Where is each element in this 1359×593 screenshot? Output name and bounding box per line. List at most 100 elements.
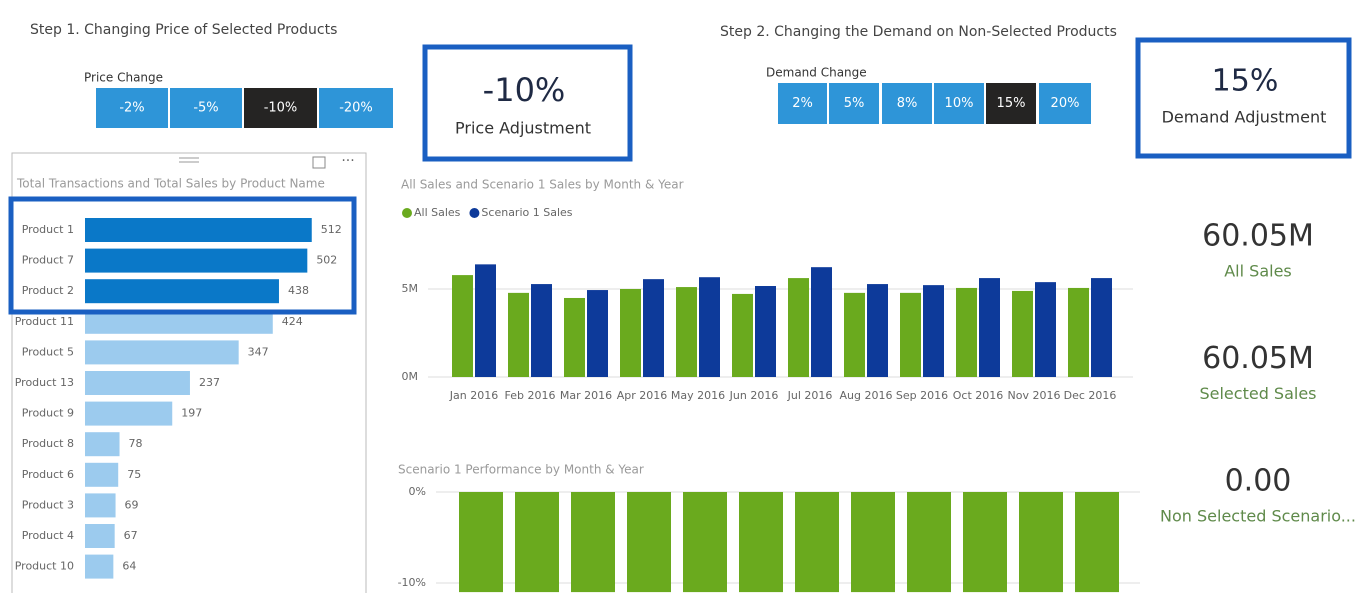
value-label: 512 <box>321 223 342 236</box>
bar <box>979 278 1000 377</box>
slicer-button[interactable] <box>96 88 168 128</box>
bar <box>1012 290 1033 377</box>
value-label: 424 <box>282 315 303 328</box>
bar <box>475 264 496 377</box>
slicer-label: Price Change <box>84 71 163 85</box>
y-tick-label: Product 1 <box>22 223 74 236</box>
bar <box>571 492 615 593</box>
chart-title: Scenario 1 Performance by Month & Year <box>398 463 644 477</box>
slicer-button[interactable] <box>934 83 984 124</box>
card-frame <box>422 44 633 162</box>
x-tick-label: Mar 2016 <box>560 389 612 402</box>
bar <box>1035 282 1056 377</box>
slicer-button[interactable] <box>319 88 393 128</box>
bar <box>531 284 552 377</box>
slicer-option[interactable]: 20% <box>1051 96 1080 111</box>
chart-title: Total Transactions and Total Sales by Pr… <box>16 177 325 191</box>
card-label: Price Adjustment <box>455 119 591 138</box>
bar <box>85 401 173 426</box>
slicer-button[interactable] <box>829 83 879 124</box>
legend-label: All Sales <box>414 206 461 219</box>
bar <box>739 492 783 593</box>
bar <box>85 462 119 487</box>
kpi-value: 0.00 <box>1225 464 1292 499</box>
x-tick-label: Dec 2016 <box>1064 389 1117 402</box>
slicer-option[interactable]: 2% <box>792 96 813 111</box>
x-tick-label: Feb 2016 <box>505 389 556 402</box>
bar <box>85 371 190 395</box>
value-label: 237 <box>199 376 220 389</box>
slicer-button[interactable] <box>882 83 932 124</box>
x-tick-label: Jun 2016 <box>729 389 779 402</box>
bar <box>811 267 832 377</box>
bar <box>900 292 921 377</box>
focus-icon[interactable] <box>312 156 326 169</box>
legend-marker <box>402 208 412 218</box>
bar <box>956 287 977 377</box>
slicer-option[interactable]: -20% <box>339 101 373 116</box>
y-tick-label: Product 3 <box>22 498 74 511</box>
x-tick-label: Sep 2016 <box>896 389 948 402</box>
bar <box>1019 492 1063 593</box>
bar <box>755 286 776 377</box>
y-tick-label: Product 10 <box>15 560 74 573</box>
slicer-button[interactable] <box>244 88 317 128</box>
y-tick-label: 0% <box>409 485 426 498</box>
value-label: 197 <box>181 407 202 420</box>
bar <box>85 340 239 365</box>
bar <box>851 492 895 593</box>
x-tick-label: Aug 2016 <box>840 389 893 402</box>
slicer-option[interactable]: 5% <box>844 96 865 111</box>
slicer-option[interactable]: 10% <box>945 96 974 111</box>
value-label: 64 <box>122 560 136 573</box>
y-tick-label: 5M <box>402 282 419 295</box>
slicer-option[interactable]: 15% <box>997 96 1026 111</box>
bar <box>844 292 865 377</box>
bar <box>795 492 839 593</box>
selection-frame <box>8 196 357 315</box>
bar <box>452 275 473 377</box>
legend-label: Scenario 1 Sales <box>481 206 572 219</box>
bar <box>85 554 114 579</box>
bar <box>1068 287 1089 377</box>
bar <box>508 292 529 377</box>
slicer-option[interactable]: -10% <box>264 101 298 116</box>
bar <box>515 492 559 593</box>
value-label: 75 <box>127 468 141 481</box>
slicer-button[interactable] <box>1039 83 1091 124</box>
slicer-button[interactable] <box>170 88 242 128</box>
bar <box>699 277 720 377</box>
y-tick-label: -10% <box>398 576 426 589</box>
x-tick-label: Jan 2016 <box>449 389 498 402</box>
slicer-option[interactable]: 8% <box>897 96 918 111</box>
bar <box>85 279 279 304</box>
slicer-button[interactable] <box>778 83 827 124</box>
slicer-button[interactable] <box>986 83 1036 124</box>
slicer-option[interactable]: -2% <box>119 101 144 116</box>
step1-title: Step 1. Changing Price of Selected Produ… <box>30 22 337 38</box>
bar <box>85 493 116 518</box>
y-tick-label: Product 7 <box>22 254 74 267</box>
bar <box>627 492 671 593</box>
bar <box>676 287 697 377</box>
y-tick-label: 0M <box>402 370 419 383</box>
slicer-option[interactable]: -5% <box>193 101 218 116</box>
more-icon[interactable]: ··· <box>341 153 354 169</box>
value-label: 347 <box>248 345 269 358</box>
y-tick-label: Product 9 <box>22 407 74 420</box>
x-tick-label: Apr 2016 <box>617 389 668 402</box>
bar <box>923 285 944 377</box>
bar <box>683 492 727 593</box>
bar <box>963 492 1007 593</box>
bar <box>85 218 312 242</box>
bar <box>643 279 664 377</box>
y-tick-label: Product 5 <box>22 345 74 358</box>
kpi-label: Non Selected Scenario... <box>1160 507 1356 526</box>
bar <box>564 297 585 377</box>
visual-frame <box>11 152 367 593</box>
value-label: 69 <box>125 498 139 511</box>
bar <box>732 293 753 377</box>
step2-title: Step 2. Changing the Demand on Non-Selec… <box>720 24 1117 40</box>
